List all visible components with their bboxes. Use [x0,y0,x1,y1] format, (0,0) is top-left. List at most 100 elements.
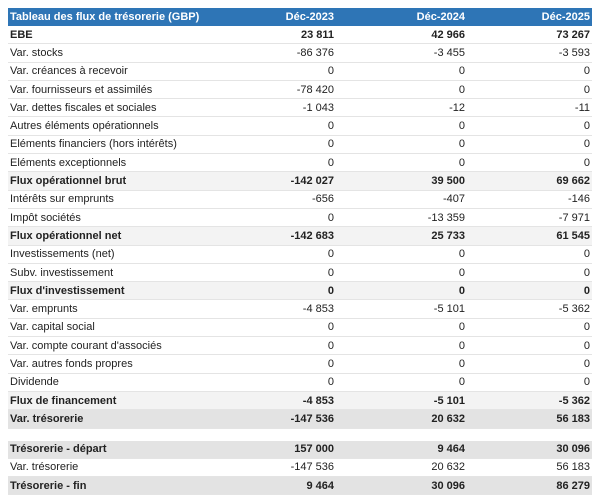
row-label: Var. fournisseurs et assimilés [8,80,208,100]
cell-value: 69 662 [467,171,592,191]
row-label: Var. capital social [8,318,208,338]
cash-flow-table: Tableau des flux de trésorerie (GBP) Déc… [8,8,592,496]
cell-value: 73 267 [467,26,592,45]
cell-value: -78 420 [208,80,336,100]
cell-value: 0 [467,336,592,356]
cell-value: 0 [336,80,467,100]
table-row: Var. stocks -86 376 -3 455 -3 593 [8,43,592,63]
cell-value: 0 [208,263,336,283]
table-row: Var. capital social 0 0 0 [8,318,592,338]
cell-value: -146 [467,190,592,209]
table-row: Var. fournisseurs et assimilés -78 420 0 0 [8,80,592,100]
header-row: Tableau des flux de trésorerie (GBP) Déc… [8,8,592,26]
cell-value: 86 279 [467,476,592,496]
table-row: Subv. investissement 0 0 0 [8,263,592,283]
cell-value: 0 [208,354,336,374]
cell-value: -12 [336,98,467,118]
cell-value: -3 455 [336,43,467,63]
table-row: Eléments exceptionnels 0 0 0 [8,153,592,173]
cell-value: -656 [208,190,336,209]
cell-value: -86 376 [208,43,336,63]
table-row: Flux opérationnel net -142 683 25 733 61 54… [8,226,592,246]
cell-value: 0 [467,373,592,392]
table-row: Trésorerie - départ 157 000 9 464 30 096 [8,440,592,459]
row-label: Trésorerie - départ [8,440,208,459]
cell-value: -142 683 [208,226,336,246]
table-row: Var. autres fonds propres 0 0 0 [8,354,592,374]
cell-value: 0 [208,62,336,81]
cell-value: 0 [208,135,336,155]
cell-value: 0 [208,373,336,392]
cell-value: -4 853 [208,299,336,319]
cell-value: -4 853 [208,391,336,411]
cell-value: 157 000 [208,440,336,459]
row-label: Dividende [8,373,208,392]
cell-value: 0 [467,153,592,173]
row-label: EBE [8,26,208,45]
table-row: Flux opérationnel brut -142 027 39 500 69 6… [8,171,592,191]
row-label: Autres éléments opérationnels [8,116,208,136]
cell-value: -7 971 [467,208,592,228]
header-column: Déc-2023 [208,8,336,26]
row-label: Eléments financiers (hors intérêts) [8,135,208,155]
cell-value: 0 [467,62,592,81]
row-label: Trésorerie - fin [8,476,208,496]
table-row: Flux d'investissement 0 0 0 [8,281,592,301]
row-label: Var. trésorerie [8,409,208,429]
row-label: Flux d'investissement [8,281,208,301]
cell-value: 9 464 [336,440,467,459]
cell-value: 0 [467,263,592,283]
row-label: Var. dettes fiscales et sociales [8,98,208,118]
cell-value: 0 [336,373,467,392]
table-row: Var. emprunts -4 853 -5 101 -5 362 [8,299,592,319]
cell-value: 0 [467,318,592,338]
row-label: Var. stocks [8,43,208,63]
cell-value: -1 043 [208,98,336,118]
spacer [8,429,592,441]
header-column: Déc-2025 [467,8,592,26]
row-label: Var. compte courant d'associés [8,336,208,356]
cell-value: -3 593 [467,43,592,63]
cell-value: 0 [208,153,336,173]
cell-value: 0 [467,116,592,136]
cell-value: 9 464 [208,476,336,496]
table-row: Dividende 0 0 0 [8,373,592,392]
table-row: Var. trésorerie -147 536 20 632 56 183 [8,409,592,429]
cell-value: 0 [336,318,467,338]
header-title: Tableau des flux de trésorerie (GBP) [8,8,208,26]
cell-value: 0 [467,245,592,264]
cell-value: 30 096 [336,476,467,496]
table-row: Var. créances à recevoir 0 0 0 [8,62,592,81]
cell-value: 0 [467,135,592,155]
table-row: Var. dettes fiscales et sociales -1 043 -1… [8,98,592,118]
cell-value: 30 096 [467,440,592,459]
cell-value: 0 [467,281,592,301]
table-row: Var. compte courant d'associés 0 0 0 [8,336,592,356]
row-label: Flux opérationnel brut [8,171,208,191]
cell-value: -142 027 [208,171,336,191]
cell-value: 56 183 [467,409,592,429]
cell-value: 0 [336,135,467,155]
table-row: Investissements (net) 0 0 0 [8,245,592,264]
cell-value: -147 536 [208,409,336,429]
cell-value: -13 359 [336,208,467,228]
cell-value: 0 [208,318,336,338]
cell-value: -5 101 [336,299,467,319]
cell-value: 0 [336,153,467,173]
cell-value: 0 [336,354,467,374]
cell-value: 0 [336,245,467,264]
row-label: Flux opérationnel net [8,226,208,246]
table-row: Flux de financement -4 853 -5 101 -5 362 [8,391,592,411]
cell-value: 0 [208,208,336,228]
table-row: Intérêts sur emprunts -656 -407 -146 [8,190,592,209]
row-label: Var. autres fonds propres [8,354,208,374]
table-main: Tableau des flux de trésorerie (GBP) Déc… [8,8,592,429]
row-label: Impôt sociétés [8,208,208,228]
cell-value: 23 811 [208,26,336,45]
table-row: Autres éléments opérationnels 0 0 0 [8,116,592,136]
cell-value: 0 [336,281,467,301]
table-treasury: Trésorerie - départ 157 000 9 464 30 096 Var… [8,440,592,496]
cell-value: 0 [208,336,336,356]
cell-value: -5 362 [467,299,592,319]
